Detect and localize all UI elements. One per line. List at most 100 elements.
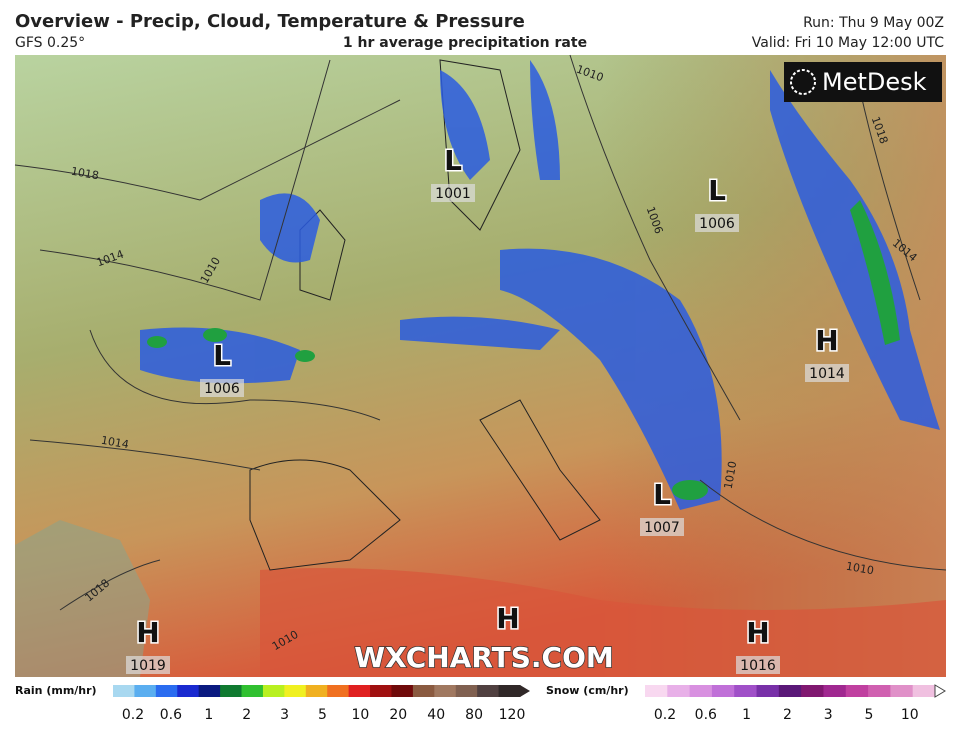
snow-swatch: [667, 685, 691, 697]
snow-swatch: [645, 685, 668, 697]
snow-swatch: [823, 685, 847, 697]
snow-swatch: [890, 685, 914, 697]
rain-tick-label: 5: [318, 707, 327, 723]
rain-swatch: [412, 685, 435, 697]
rain-tick-label: 1: [204, 707, 213, 723]
precip-heavy: [147, 200, 900, 500]
snow-legend-title: Snow (cm/hr): [546, 684, 629, 697]
isobars: [14, 54, 947, 611]
coastline: [299, 59, 601, 541]
valid-time: Valid: Fri 10 May 12:00 UTC: [752, 35, 944, 51]
rain-tick-label: 0.6: [160, 707, 182, 723]
subtitle: 1 hr average precipitation rate: [343, 35, 587, 51]
pressure-value: 1016: [740, 658, 776, 674]
pressure-value-bg: [431, 184, 475, 202]
snow-tick-label: 5: [865, 707, 874, 723]
snow-tick-label: 1: [742, 707, 751, 723]
rain-tick-label: 0.2: [122, 707, 144, 723]
isobar-label: 1014: [100, 434, 130, 452]
snow-tick-label: 2: [783, 707, 792, 723]
pressure-symbol: H: [136, 616, 159, 649]
snow-swatch: [778, 685, 802, 697]
snow-tick-label: 3: [824, 707, 833, 723]
rain-swatch: [477, 685, 500, 697]
pressure-value-bg: [736, 656, 780, 674]
logo-text: MetDesk: [822, 68, 927, 96]
rain-tick-label: 10: [351, 707, 369, 723]
pressure-symbol: H: [496, 602, 519, 635]
pressure-value: 1006: [699, 216, 735, 232]
snow-swatch: [845, 685, 869, 697]
rain-swatch: [455, 685, 478, 697]
rain-swatch: [155, 685, 178, 697]
pressure-value: 1014: [809, 366, 845, 382]
logo: MetDesk: [784, 62, 942, 102]
hot-area: [260, 568, 946, 677]
pressure-value-bg: [126, 656, 170, 674]
isobar-label: 1010: [722, 460, 740, 490]
rain-swatch: [177, 685, 200, 697]
pressure-symbol: L: [444, 144, 462, 177]
isobar-label: 1010: [845, 560, 875, 578]
pressure-symbol: L: [653, 478, 671, 511]
pressure-symbol: L: [213, 339, 231, 372]
pressure-centers: L 1001 L 1006 L 1006 H 1014 L 1007 H 1019 H H 1016: [126, 143, 849, 674]
run-time: Run: Thu 9 May 00Z: [803, 15, 944, 31]
rain-swatch: [327, 685, 350, 697]
rain-swatch: [134, 685, 157, 697]
logo-box: [784, 62, 942, 102]
snow-swatch: [868, 685, 891, 697]
rain-legend-title: Rain (mm/hr): [15, 684, 97, 697]
pressure-value: 1006: [204, 381, 240, 397]
watermark: WXCHARTS.COM: [354, 641, 614, 674]
isobar-label: 1018: [70, 165, 100, 183]
pressure-value-bg: [695, 214, 739, 232]
rain-swatch: [498, 685, 521, 697]
snow-swatch: [756, 685, 780, 697]
snow-tick-label: 10: [901, 707, 919, 723]
rain-tick-label: 20: [389, 707, 407, 723]
model: GFS 0.25°: [15, 35, 85, 51]
rain-swatch: [262, 685, 285, 697]
title: Overview - Precip, Cloud, Temperature & …: [15, 11, 525, 32]
rain-swatch: [434, 685, 457, 697]
rain-swatch: [370, 685, 392, 697]
pressure-symbol: H: [746, 616, 769, 649]
pressure-symbol: H: [815, 324, 838, 357]
rain-tick-label: 3: [280, 707, 289, 723]
snow-arrow: [934, 684, 946, 698]
pressure-value-bg: [805, 364, 849, 382]
rain-arrow: [520, 685, 530, 697]
rain-tick-label: 120: [499, 707, 526, 723]
logo-icon: [790, 69, 816, 95]
pressure-value-bg: [200, 379, 244, 397]
coastline: [249, 459, 401, 571]
snow-swatch: [711, 685, 735, 697]
sea-area: [15, 520, 150, 677]
rain-swatch: [198, 685, 221, 697]
rain-tick-label: 40: [427, 707, 445, 723]
map: [14, 54, 947, 677]
rain-swatch: [113, 685, 135, 697]
rain-swatch: [284, 685, 307, 697]
rain-swatch: [391, 685, 414, 697]
rain-tick-label: 2: [242, 707, 251, 723]
snow-swatch: [801, 685, 824, 697]
pressure-value: 1019: [130, 658, 166, 674]
rain-swatch: [220, 685, 243, 697]
pressure-value-bg: [640, 518, 684, 536]
pressure-symbol: L: [708, 174, 726, 207]
snow-swatch: [912, 685, 936, 697]
snow-swatch: [734, 685, 758, 697]
rain-swatch: [241, 685, 264, 697]
rain-swatch: [348, 685, 371, 697]
pressure-value: 1007: [644, 520, 680, 536]
legends: 0.2 0.6 1 2 3 5 10 20 40 80 120 0.2 0.6 1 2 3 5 10: [113, 684, 946, 723]
snow-tick-label: 0.6: [695, 707, 717, 723]
snow-tick-label: 0.2: [654, 707, 676, 723]
pressure-value: 1001: [435, 186, 471, 202]
rain-tick-label: 80: [465, 707, 483, 723]
rain-swatch: [305, 685, 328, 697]
